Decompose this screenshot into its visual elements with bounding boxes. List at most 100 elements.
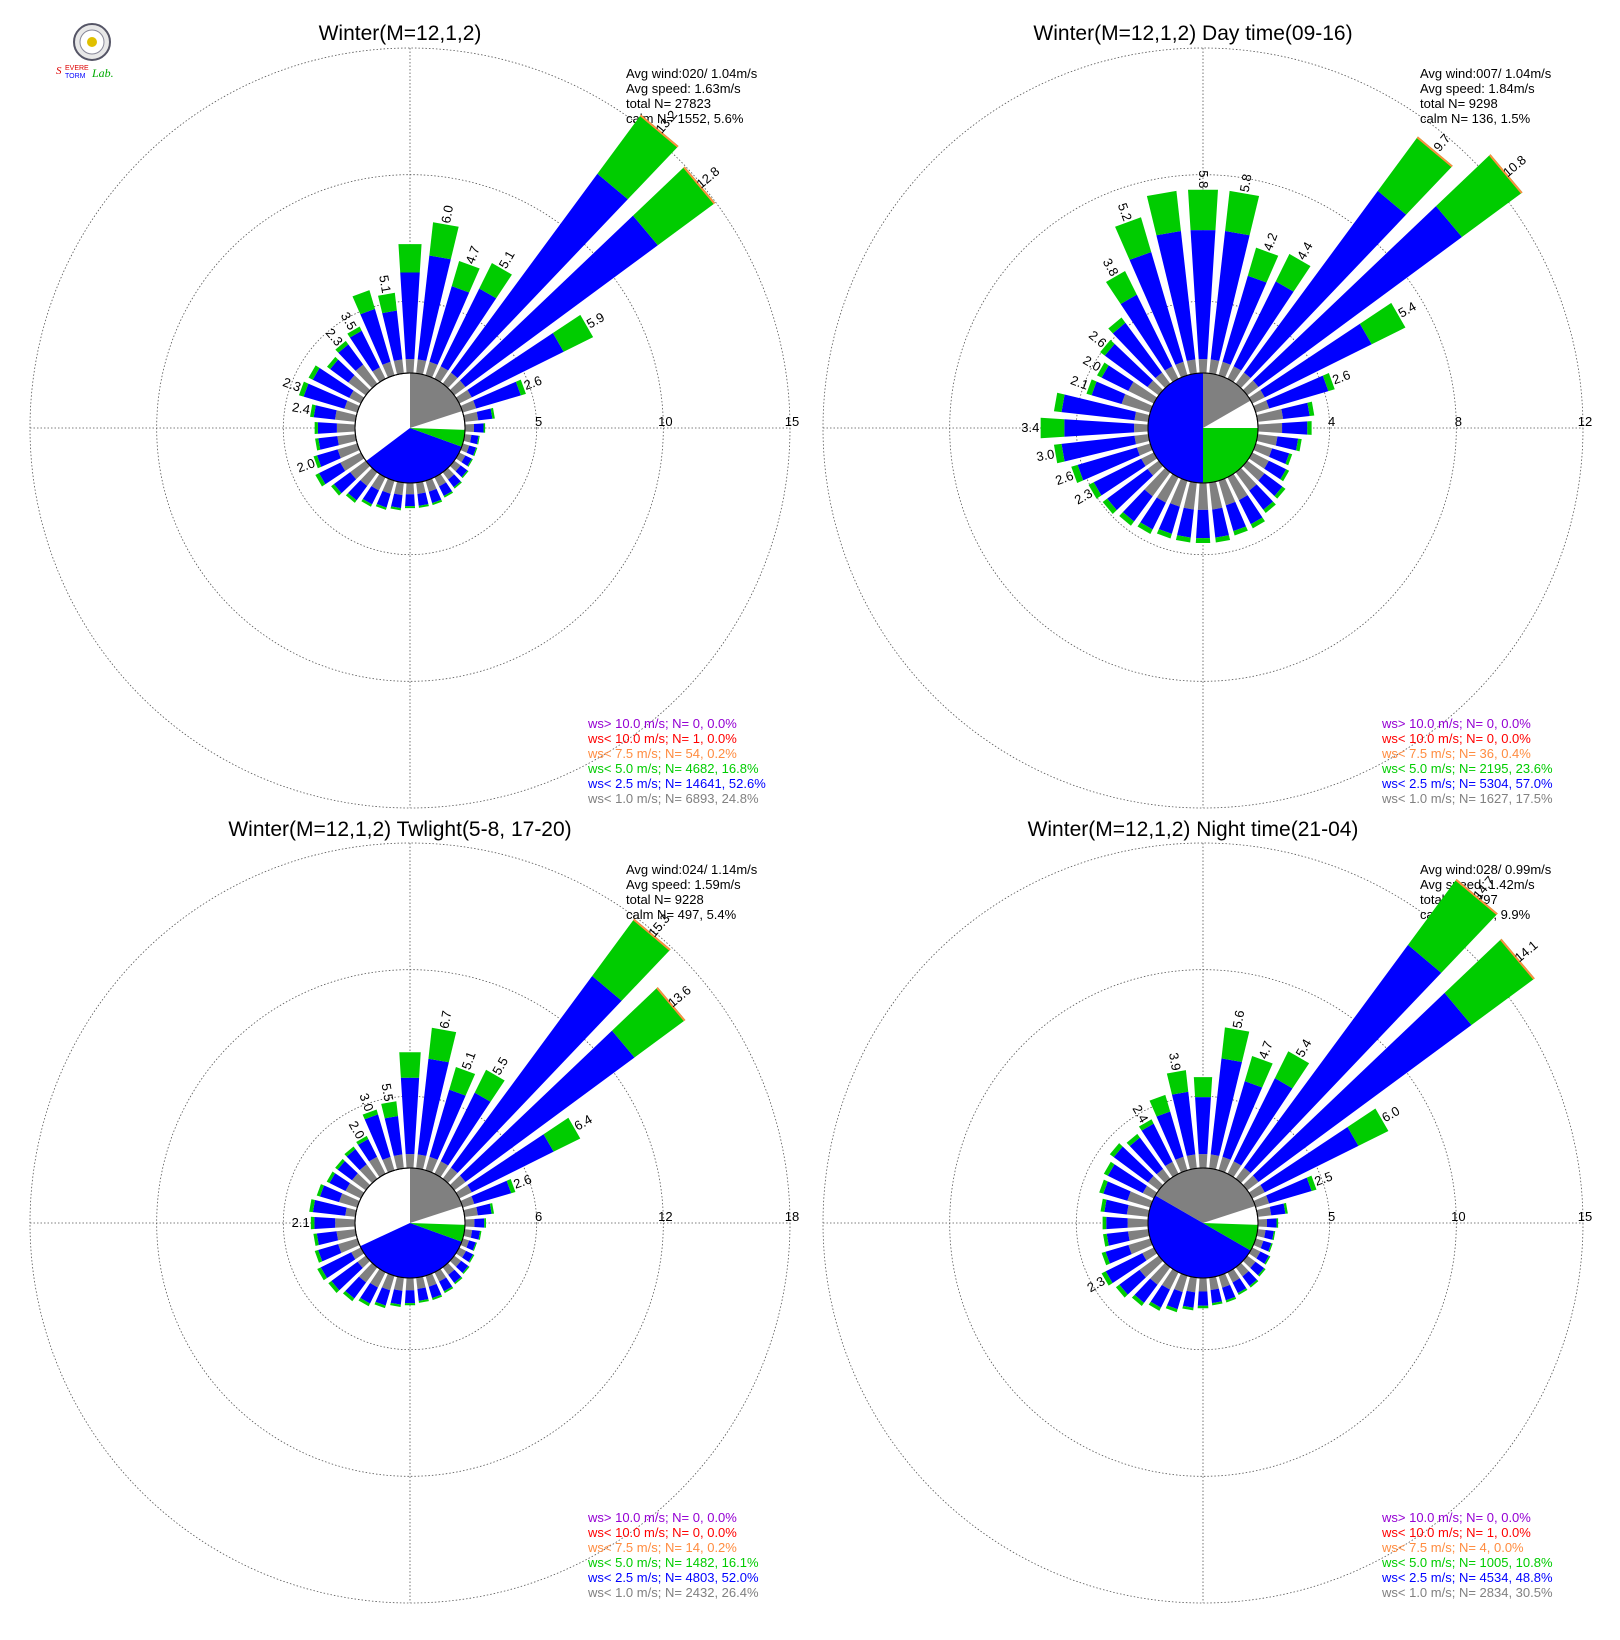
bar-segment-lt25 — [303, 383, 348, 409]
bar-segment-lt5 — [1233, 526, 1248, 536]
bar-segment-lt1 — [1142, 1185, 1158, 1199]
bar-segment-lt25 — [456, 1260, 469, 1273]
bar-segment-lt5 — [462, 1266, 470, 1275]
bar-segment-lt25 — [439, 1277, 453, 1292]
bar-segment-lt1 — [442, 467, 455, 480]
bar-segment-lt25 — [319, 1185, 343, 1203]
bar-segment-lt25 — [362, 486, 379, 505]
bar-segment-lt5 — [345, 493, 357, 503]
bar-segment-lt5 — [1131, 1294, 1145, 1307]
bar-segment-lt25 — [1166, 1289, 1183, 1310]
bar-segment-lt25 — [400, 272, 420, 360]
bar-segment-lt1 — [1256, 1206, 1272, 1217]
bar-segment-lt5 — [1053, 443, 1065, 464]
bar-segment-lt5 — [1088, 482, 1102, 499]
bar-segment-lt1 — [1174, 1273, 1188, 1293]
legend-entry: ws< 2.5 m/s; N= 4803, 52.0% — [587, 1570, 759, 1585]
radial-tick-label: 12 — [1578, 414, 1592, 429]
bar-segment-lt25 — [330, 359, 355, 383]
bar-value-label: 4.7 — [462, 244, 482, 266]
bar-value-label: 2.6 — [1330, 367, 1352, 387]
bar-segment-lt25 — [318, 462, 346, 485]
bar-segment-lt5 — [315, 438, 321, 451]
bar-segment-lt1 — [416, 481, 426, 494]
bar-segment-lt1 — [1253, 443, 1273, 457]
calm-sector-green — [1203, 428, 1258, 483]
bar-segment-lt25 — [429, 1089, 466, 1160]
bar-segment-lt5 — [1444, 938, 1535, 1026]
stat-line: total N= 9298 — [1420, 96, 1498, 111]
bar-segment-lt5 — [1250, 517, 1265, 529]
bar-segment-lt5 — [1101, 1271, 1113, 1286]
bar-segment-lt25 — [329, 1173, 350, 1191]
bar-segment-lt1 — [405, 359, 415, 374]
bar-segment-lt25 — [337, 1160, 358, 1181]
bar-segment-lt25 — [1141, 1123, 1173, 1167]
bar-segment-lt1 — [463, 1206, 478, 1217]
bar-segment-lt25 — [346, 1149, 367, 1171]
bar-segment-lt1 — [357, 1255, 371, 1268]
bar-segment-lt25 — [1177, 507, 1194, 538]
bar-segment-lt1 — [334, 410, 357, 422]
bar-segment-lt1 — [1253, 1238, 1264, 1249]
bar-segment-lt1 — [1242, 1255, 1256, 1269]
bar-segment-lt5 — [418, 504, 429, 508]
bar-segment-lt1 — [393, 1154, 404, 1170]
bar-segment-lt1 — [382, 1156, 395, 1173]
bar-segment-lt1 — [1136, 443, 1153, 456]
radial-tick-label: 5 — [535, 414, 542, 429]
bar-value-label: 5.2 — [1115, 201, 1135, 223]
bar-segment-lt5 — [1102, 1216, 1107, 1230]
calm-sector-blue — [1148, 373, 1203, 483]
bar-segment-lt5 — [515, 379, 526, 396]
bar-segment-lt5 — [461, 470, 469, 479]
bar-segment-lt1 — [337, 443, 360, 459]
bar-segment-lt5 — [429, 222, 459, 260]
grid-ring — [282, 300, 538, 556]
stat-line: Avg wind:024/ 1.14m/s — [626, 862, 758, 877]
legend-entry: ws< 5.0 m/s; N= 4682, 16.8% — [587, 761, 759, 776]
bar-segment-lt25 — [1275, 436, 1299, 451]
bar-segment-lt5 — [474, 1069, 505, 1102]
bar-segment-lt5 — [1099, 1179, 1108, 1194]
bar-segment-lt25 — [428, 1283, 442, 1299]
bar-segment-lt25 — [467, 1134, 554, 1193]
bar-segment-lt5 — [335, 1158, 345, 1170]
bar-segment-lt25 — [1264, 1230, 1274, 1240]
bar-segment-lt25 — [313, 405, 337, 420]
bar-segment-lt25 — [1249, 484, 1274, 510]
bar-segment-lt1 — [1128, 381, 1158, 404]
bar-segment-lt25 — [1105, 1244, 1132, 1264]
bar-segment-lt25 — [1243, 190, 1407, 379]
bar-segment-lt25 — [459, 1030, 635, 1183]
bar-segment-lt25 — [391, 493, 403, 509]
bar-segment-lt25 — [1061, 435, 1136, 462]
bar-segment-lt5 — [308, 365, 320, 380]
bar-value-label: 2.4 — [291, 399, 311, 417]
bar-value-label: 5.1 — [376, 274, 394, 294]
bar-segment-lt5 — [1137, 522, 1153, 534]
bar-segment-lt5 — [552, 314, 594, 352]
stat-line: calm N= 1552, 5.6% — [626, 111, 744, 126]
bar-segment-lt5 — [1225, 1296, 1237, 1303]
bar-segment-lt25 — [1158, 503, 1180, 534]
bar-segment-lt1 — [339, 1193, 360, 1208]
bar-segment-lt25 — [1197, 1291, 1209, 1306]
severe-storm-lab-logo: S EVERE TORM Lab. — [52, 22, 148, 84]
bar-segment-lt5 — [1156, 529, 1172, 539]
bar-segment-lt25 — [1120, 294, 1173, 371]
bar-segment-lt25 — [1107, 1164, 1147, 1194]
bar-segment-lt1 — [351, 1247, 365, 1260]
bar-segment-lt1 — [1248, 1184, 1265, 1199]
bar-segment-lt1 — [1257, 423, 1283, 433]
bar-segment-lt5 — [1436, 154, 1523, 238]
bar-segment-lt5 — [1221, 1027, 1250, 1062]
legend-entry: ws< 1.0 m/s; N= 6893, 24.8% — [587, 791, 759, 806]
bar-segment-lt1 — [1127, 1191, 1153, 1208]
bar-segment-lt5 — [1097, 362, 1109, 378]
bar-segment-lt5 — [472, 1242, 477, 1251]
bar-segment-lt1 — [382, 361, 395, 378]
bar-segment-lt25 — [1269, 448, 1290, 465]
bar-segment-lt1 — [463, 1229, 473, 1238]
bar-segment-lt25 — [466, 445, 477, 456]
